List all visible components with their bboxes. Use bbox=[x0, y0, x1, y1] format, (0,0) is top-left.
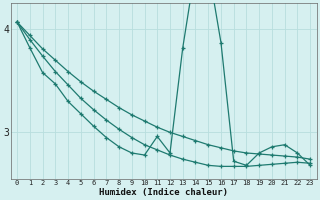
X-axis label: Humidex (Indice chaleur): Humidex (Indice chaleur) bbox=[99, 188, 228, 197]
